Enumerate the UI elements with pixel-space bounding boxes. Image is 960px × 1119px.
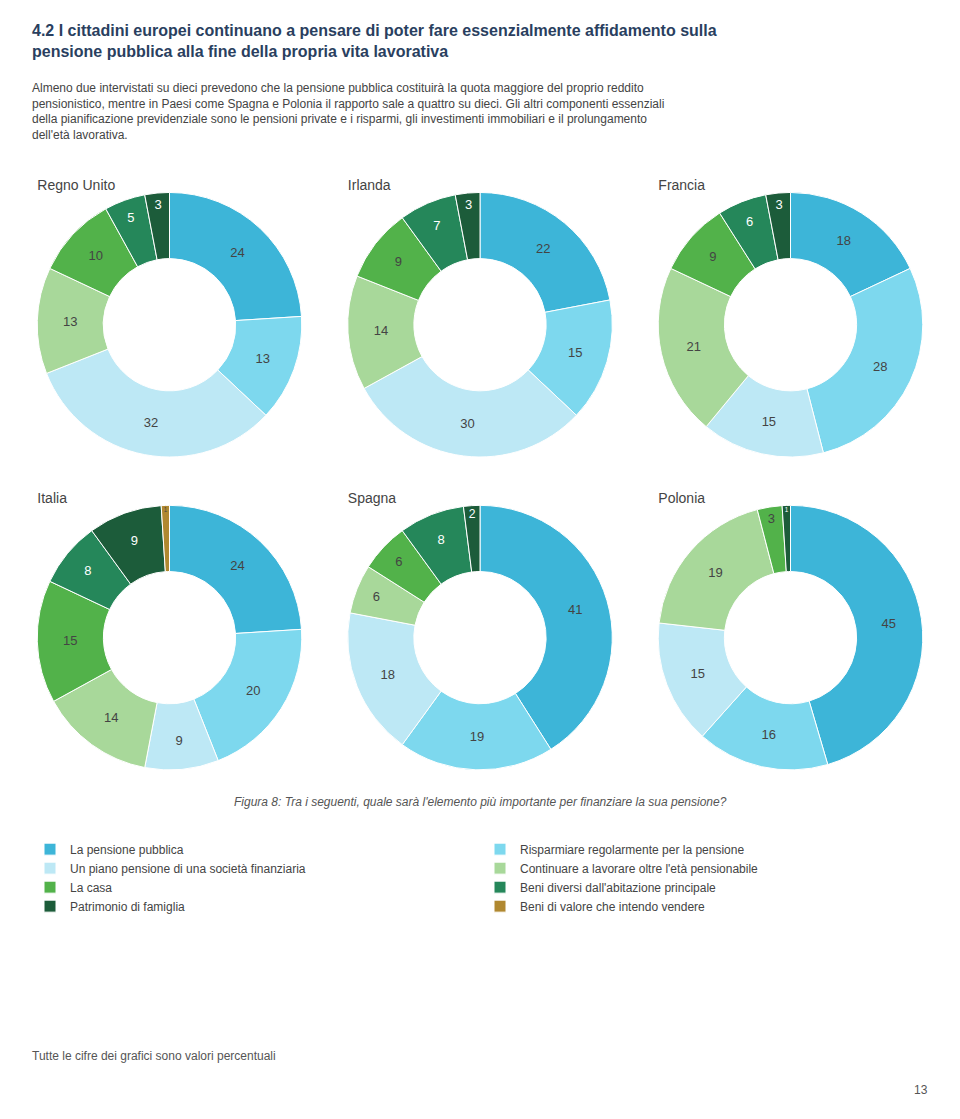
svg-text:13: 13: [914, 1083, 928, 1097]
svg-text:Almeno due intervistati su die: Almeno due intervistati su dieci prevedo…: [32, 81, 664, 142]
svg-text:Regno Unito: Regno Unito: [37, 177, 115, 193]
svg-text:Risparmiare regolarmente per l: Risparmiare regolarmente per la pensione: [520, 843, 744, 857]
svg-text:19: 19: [470, 729, 484, 744]
svg-text:1: 1: [785, 506, 789, 513]
svg-text:Beni di valore che intendo ven: Beni di valore che intendo vendere: [520, 900, 705, 914]
svg-text:18: 18: [381, 667, 395, 682]
svg-text:Polonia: Polonia: [658, 490, 705, 506]
svg-text:1: 1: [164, 506, 168, 513]
svg-text:9: 9: [395, 254, 402, 269]
svg-text:15: 15: [762, 414, 776, 429]
svg-text:15: 15: [63, 633, 77, 648]
svg-text:28: 28: [873, 359, 887, 374]
svg-text:14: 14: [374, 323, 388, 338]
svg-text:24: 24: [230, 558, 244, 573]
svg-text:4.2 I cittadini europei contin: 4.2 I cittadini europei continuano a pen…: [32, 22, 717, 60]
svg-text:Irlanda: Irlanda: [348, 177, 391, 193]
svg-text:6: 6: [373, 589, 380, 604]
svg-text:6: 6: [395, 554, 402, 569]
svg-text:Continuare a lavorare oltre l': Continuare a lavorare oltre l'età pensio…: [520, 862, 758, 876]
svg-text:La casa: La casa: [70, 881, 112, 895]
svg-text:La pensione pubblica: La pensione pubblica: [70, 843, 184, 857]
svg-text:Un piano pensione di una socie: Un piano pensione di una società finanzi…: [70, 862, 306, 876]
svg-text:9: 9: [131, 533, 138, 548]
svg-text:10: 10: [89, 248, 103, 263]
svg-text:3: 3: [155, 197, 162, 212]
svg-text:6: 6: [746, 214, 753, 229]
svg-text:3: 3: [768, 511, 775, 526]
svg-text:Francia: Francia: [658, 177, 705, 193]
svg-text:Patrimonio di famiglia: Patrimonio di famiglia: [70, 900, 185, 914]
svg-text:3: 3: [776, 197, 783, 212]
svg-text:18: 18: [836, 233, 850, 248]
svg-text:Tutte le cifre dei grafici son: Tutte le cifre dei grafici sono valori p…: [32, 1049, 276, 1063]
svg-text:15: 15: [568, 345, 582, 360]
svg-text:8: 8: [84, 563, 91, 578]
svg-text:2: 2: [469, 507, 476, 521]
svg-text:9: 9: [709, 249, 716, 264]
svg-text:16: 16: [761, 727, 775, 742]
svg-text:24: 24: [230, 245, 244, 260]
svg-text:19: 19: [708, 565, 722, 580]
svg-text:13: 13: [256, 351, 270, 366]
svg-text:3: 3: [465, 197, 472, 212]
svg-text:14: 14: [104, 710, 118, 725]
svg-text:Figura 8: Tra i seguenti, qual: Figura 8: Tra i seguenti, quale sarà l'e…: [234, 795, 727, 809]
svg-text:Italia: Italia: [37, 490, 67, 506]
svg-text:5: 5: [127, 210, 134, 225]
svg-text:8: 8: [437, 532, 444, 547]
svg-text:21: 21: [686, 339, 700, 354]
svg-text:7: 7: [433, 218, 440, 233]
svg-text:Beni diversi dall'abitazione p: Beni diversi dall'abitazione principale: [520, 881, 716, 895]
svg-text:15: 15: [691, 666, 705, 681]
svg-text:45: 45: [881, 616, 895, 631]
svg-text:41: 41: [568, 602, 582, 617]
svg-text:9: 9: [176, 733, 183, 748]
svg-text:22: 22: [536, 241, 550, 256]
svg-text:30: 30: [460, 416, 474, 431]
svg-text:13: 13: [63, 314, 77, 329]
svg-text:Spagna: Spagna: [348, 490, 396, 506]
svg-text:20: 20: [246, 683, 260, 698]
svg-text:32: 32: [144, 415, 158, 430]
